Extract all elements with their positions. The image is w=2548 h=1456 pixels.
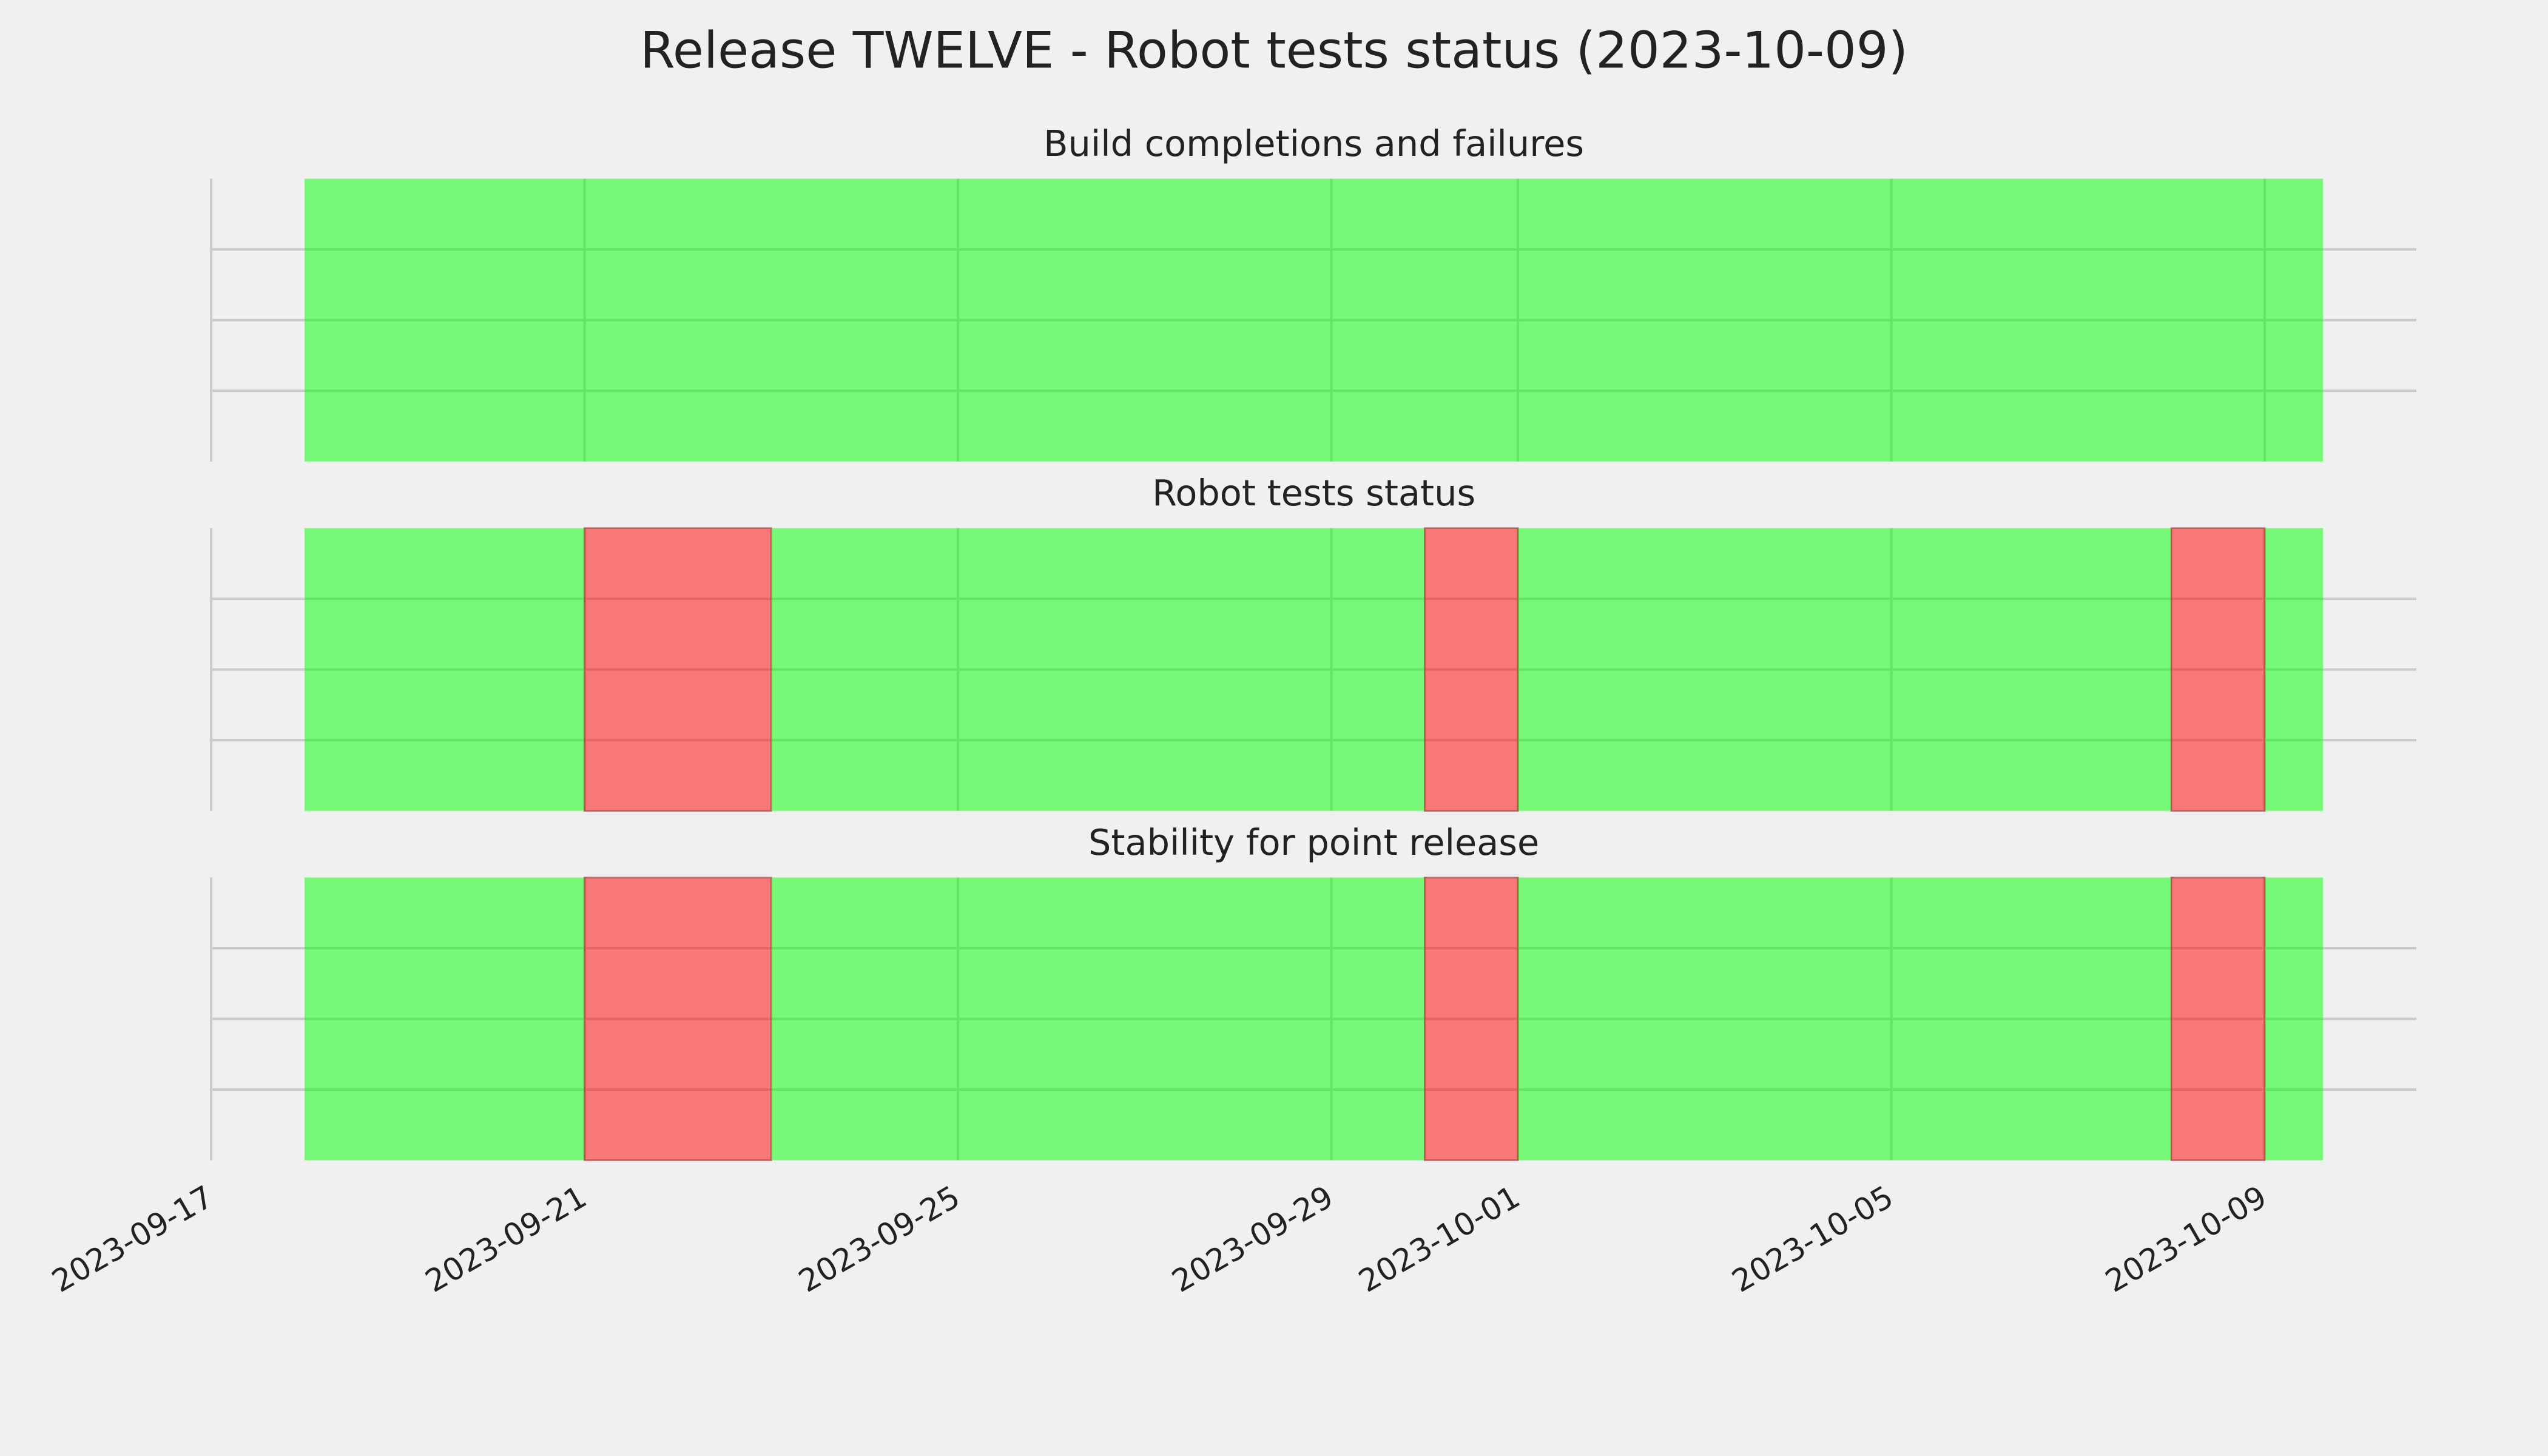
x-tick-label: 2023-09-17 bbox=[46, 1179, 220, 1300]
status-bar bbox=[1423, 877, 1519, 1161]
status-bar bbox=[2265, 528, 2324, 811]
x-tick-label: 2023-09-21 bbox=[420, 1179, 593, 1300]
x-tick-label: 2023-10-01 bbox=[1353, 1179, 1526, 1300]
x-tick-label: 2023-09-25 bbox=[793, 1179, 966, 1300]
status-bar bbox=[1423, 527, 1519, 812]
x-tick-label: 2023-10-05 bbox=[1727, 1179, 1900, 1300]
status-bar bbox=[2170, 877, 2266, 1161]
status-bar bbox=[771, 528, 1425, 811]
status-bar bbox=[584, 877, 772, 1161]
panel-title: Robot tests status bbox=[1152, 472, 1475, 514]
panel-title: Build completions and failures bbox=[1043, 123, 1584, 164]
status-bar bbox=[2170, 527, 2266, 812]
status-bar bbox=[305, 528, 585, 811]
status-bar bbox=[771, 877, 1425, 1161]
status-bar bbox=[305, 877, 585, 1161]
panel-title: Stability for point release bbox=[1088, 821, 1539, 863]
status-bar bbox=[584, 527, 772, 812]
status-bar bbox=[1518, 877, 2172, 1161]
x-tick-label: 2023-10-09 bbox=[2100, 1179, 2273, 1300]
x-tick-label: 2023-09-29 bbox=[1166, 1179, 1340, 1300]
chart-title: Release TWELVE - Robot tests status (202… bbox=[640, 21, 1908, 79]
status-bar bbox=[2265, 877, 2324, 1161]
status-bar bbox=[1518, 528, 2172, 811]
status-bar bbox=[305, 178, 2324, 462]
